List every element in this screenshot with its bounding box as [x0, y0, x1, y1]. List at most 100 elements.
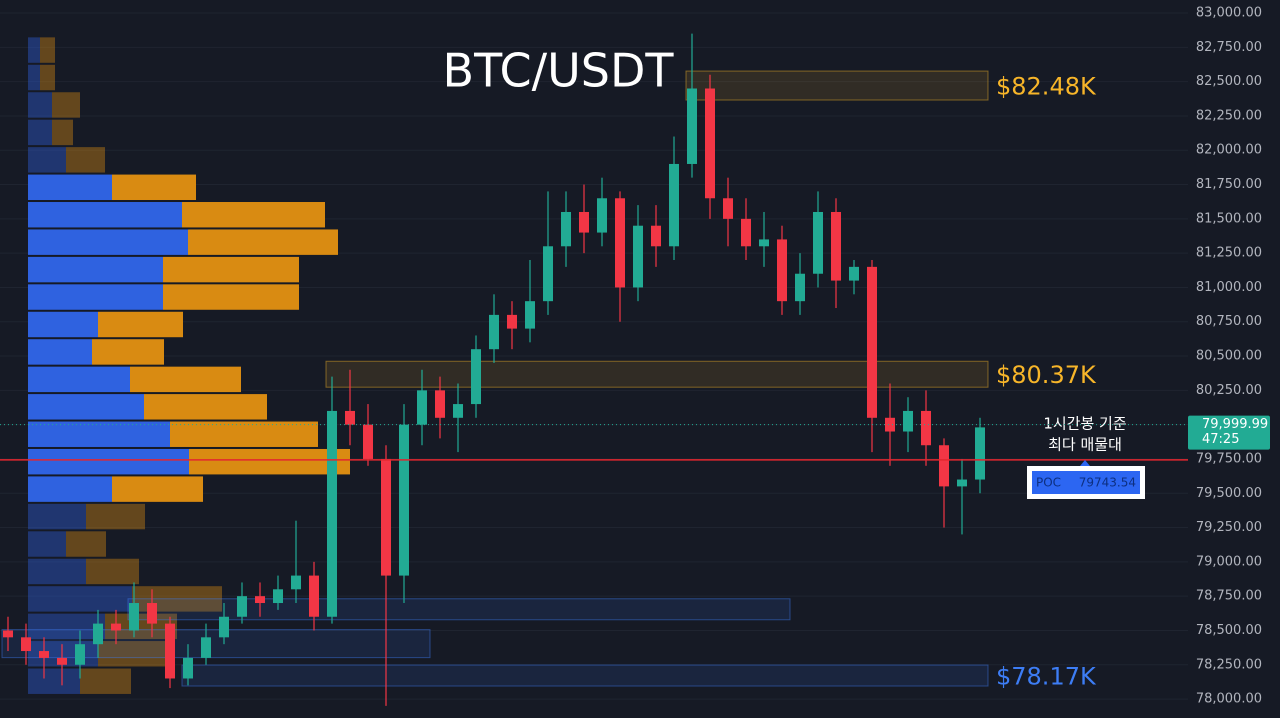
profile-buy-bar [28, 339, 92, 365]
candle-body [471, 349, 481, 405]
candle-body [111, 623, 121, 631]
profile-sell-bar [40, 37, 55, 63]
candle-body [363, 424, 373, 459]
profile-sell-bar [144, 394, 267, 420]
profile-sell-bar [52, 119, 73, 146]
y-tick-label: 80,750.00 [1196, 314, 1262, 329]
candle-body [201, 637, 211, 658]
current-price-label: 79,999.99 [1202, 417, 1268, 432]
candle-body [75, 644, 85, 665]
candle-body [399, 424, 409, 576]
candle-body [975, 427, 985, 480]
zone [685, 70, 989, 101]
y-tick-label: 78,250.00 [1196, 657, 1262, 672]
y-tick-label: 79,000.00 [1196, 554, 1262, 569]
candle-body [543, 246, 553, 302]
profile-sell-bar [66, 147, 105, 173]
y-tick-label: 79,500.00 [1196, 486, 1262, 501]
candle-body [723, 198, 733, 219]
poc-box [1032, 471, 1140, 494]
annotation: 최다 매물대 [1048, 436, 1122, 454]
profile-buy-bar [28, 668, 80, 694]
candle-body [615, 198, 625, 288]
y-tick-label: 81,750.00 [1196, 177, 1262, 192]
profile-sell-bar [163, 284, 299, 310]
candle-body [129, 603, 139, 631]
profile-sell-bar [188, 229, 338, 255]
countdown: 47:25 [1202, 432, 1239, 447]
zone-label: $82.48K [996, 73, 1097, 101]
profile-sell-bar [112, 174, 196, 201]
candle-body [651, 225, 661, 247]
candle-body [741, 218, 751, 247]
candle-body [93, 623, 103, 645]
profile-buy-bar [28, 531, 66, 557]
candle-body [147, 603, 157, 624]
profile-sell-bar [189, 448, 350, 475]
y-tick-label: 82,750.00 [1196, 40, 1262, 55]
zone-label: $80.37K [996, 361, 1097, 389]
y-tick-label: 82,000.00 [1196, 143, 1262, 158]
profile-buy-bar [28, 394, 144, 420]
candle-body [705, 88, 715, 199]
candle-body [381, 458, 391, 576]
zone [127, 598, 791, 621]
zone-label: $78.17K [996, 663, 1097, 691]
profile-sell-bar [163, 256, 299, 283]
chart-title: BTC/USDT [443, 44, 675, 98]
candle-body [777, 239, 787, 302]
profile-buy-bar [28, 147, 66, 173]
candle-body [39, 651, 49, 658]
profile-buy-bar [28, 421, 170, 447]
profile-buy-bar [28, 119, 52, 146]
profile-buy-bar [28, 174, 112, 201]
candle-body [579, 211, 589, 233]
profile-buy-bar [28, 366, 130, 393]
candle-body [489, 314, 499, 350]
candle-body [759, 239, 769, 247]
poc-pointer [1080, 460, 1090, 466]
candle-body [669, 163, 679, 247]
annotation: 1시간봉 기준 [1043, 415, 1127, 433]
y-tick-label: 79,750.00 [1196, 451, 1262, 466]
profile-sell-bar [170, 421, 318, 447]
zone [181, 664, 989, 687]
profile-sell-bar [98, 641, 165, 667]
y-tick-label: 82,250.00 [1196, 108, 1262, 123]
candle-body [453, 404, 463, 418]
y-tick-label: 81,500.00 [1196, 211, 1262, 226]
candle-body [219, 616, 229, 638]
y-tick-label: 80,250.00 [1196, 383, 1262, 398]
candle-body [417, 390, 427, 425]
poc-value: 79743.54 [1079, 476, 1136, 490]
profile-buy-bar [28, 558, 86, 585]
candle-body [849, 266, 859, 281]
zone [1, 629, 431, 659]
candle-body [921, 410, 931, 446]
current-price-tag [1188, 415, 1270, 450]
profile-sell-bar [98, 311, 183, 338]
candle-body [813, 211, 823, 274]
candle-body [561, 211, 571, 247]
profile-buy-bar [28, 92, 52, 118]
profile-buy-bar [28, 64, 40, 91]
candle-body [57, 657, 67, 665]
candle-body [885, 417, 895, 432]
profile-buy-bar [28, 448, 189, 475]
profile-sell-bar [86, 558, 139, 585]
y-tick-label: 82,500.00 [1196, 74, 1262, 89]
profile-sell-bar [92, 339, 164, 365]
profile-buy-bar [28, 311, 98, 338]
candle-body [903, 410, 913, 432]
profile-buy-bar [28, 256, 163, 283]
profile-sell-bar [66, 531, 106, 557]
candle-body [255, 596, 265, 604]
y-tick-label: 78,500.00 [1196, 623, 1262, 638]
candle-body [633, 225, 643, 288]
candle-body [345, 410, 355, 425]
candle-body [795, 273, 805, 302]
candle-body [183, 657, 193, 679]
profile-buy-bar [28, 37, 40, 63]
